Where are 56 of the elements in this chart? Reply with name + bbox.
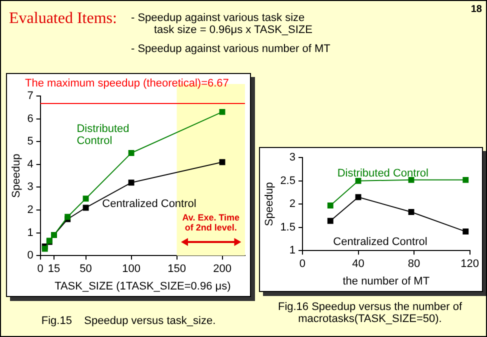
point bbox=[82, 204, 89, 211]
y-tick-label: 4 bbox=[27, 158, 34, 170]
point bbox=[64, 214, 71, 220]
x-tick-label: 0 bbox=[299, 258, 306, 270]
x-axis-title: the number of MT bbox=[342, 275, 430, 288]
y-tick-label: 5 bbox=[27, 136, 34, 148]
series-label: Centralized Control bbox=[333, 236, 428, 248]
y-tick-label: 2.5 bbox=[280, 174, 296, 187]
x-tick-label: 100 bbox=[122, 263, 140, 276]
y-axis-title: Speedup bbox=[10, 154, 23, 198]
x-axis-title: TASK_SIZE (1TASK_SIZE=0.96 μs) bbox=[54, 280, 231, 292]
caption: Fig.16 Speedup versus the number of macrotasks(TASK_SIZE=50). bbox=[276, 301, 464, 325]
band-label: Av. Exe. Time of 2nd level. bbox=[182, 212, 240, 233]
y-tick-label: 3 bbox=[27, 181, 34, 194]
x-tick-label: 50 bbox=[80, 263, 92, 276]
point bbox=[462, 176, 469, 183]
y-tick-label: 2 bbox=[289, 198, 296, 210]
x-tick-label: 15 bbox=[48, 263, 60, 276]
ref-line-label: The maximum speedup (theoretical)=6.67 bbox=[25, 78, 229, 90]
y-tick-label: 2 bbox=[27, 204, 34, 216]
caption: Fig.15 Speedup versus task_size. bbox=[40, 315, 217, 327]
point bbox=[128, 150, 134, 156]
y-tick-label: 1.5 bbox=[280, 221, 296, 234]
x-tick-label: 150 bbox=[168, 263, 186, 276]
point bbox=[82, 196, 89, 202]
point bbox=[408, 209, 414, 215]
series-label: Centralized Control bbox=[102, 198, 196, 210]
x-tick-label: 40 bbox=[352, 258, 364, 270]
point bbox=[128, 180, 134, 186]
text: Evaluated Items: bbox=[9, 10, 117, 28]
point bbox=[219, 159, 226, 166]
y-tick-label: 6 bbox=[27, 112, 34, 125]
text: 18 bbox=[470, 4, 482, 15]
text: task size = 0.96μs x TASK_SIZE bbox=[154, 24, 312, 36]
y-tick-label: 3 bbox=[289, 152, 296, 164]
y-tick-label: 1 bbox=[289, 244, 296, 257]
x-tick-label: 120 bbox=[460, 258, 480, 270]
point bbox=[219, 108, 226, 115]
x-tick-label: 200 bbox=[213, 263, 232, 276]
point bbox=[327, 218, 334, 224]
y-tick-label: 0 bbox=[27, 250, 34, 262]
point bbox=[327, 202, 334, 208]
point bbox=[462, 228, 469, 235]
series-label: Distributed Control bbox=[76, 122, 130, 147]
point bbox=[355, 194, 362, 200]
point bbox=[42, 246, 48, 252]
point bbox=[408, 176, 414, 183]
y-tick-label: 1 bbox=[27, 226, 34, 239]
x-tick-label: 80 bbox=[408, 258, 420, 270]
point bbox=[355, 178, 362, 184]
text: - Speedup against various number of MT bbox=[131, 43, 330, 55]
y-axis-title: Speedup bbox=[264, 182, 276, 226]
y-tick-label: 7 bbox=[27, 90, 34, 102]
x-tick-label: 0 bbox=[37, 263, 44, 276]
text: - Speedup against various task size bbox=[131, 12, 305, 24]
series-label: Distributed Control bbox=[337, 167, 428, 180]
